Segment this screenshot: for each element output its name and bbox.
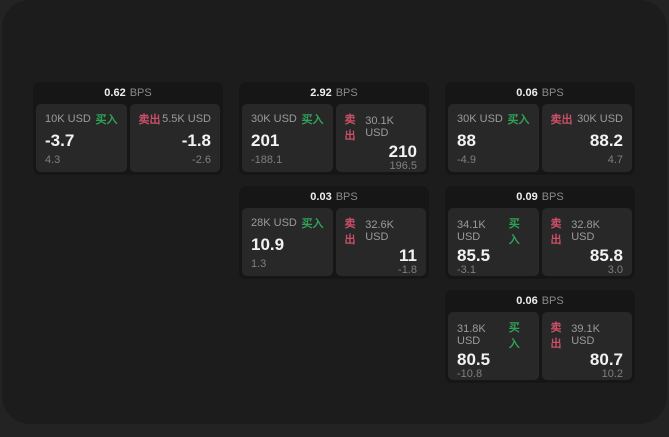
quote-card-3: 0.06 BPS 30K USD 买入 88 -4.9 卖出 30K USD 8… <box>445 82 635 175</box>
card-header: 0.06 BPS <box>448 82 632 104</box>
quote-card-6: 0.06 BPS 31.8K USD 买入 80.5 -10.8 卖出 39.1… <box>445 290 635 383</box>
bps-unit-label: BPS <box>541 295 564 307</box>
buy-delta: -188.1 <box>251 154 283 166</box>
sell-price: 88.2 <box>589 131 623 150</box>
sell-price: 210 <box>388 142 417 161</box>
sell-price: -1.8 <box>181 131 211 150</box>
card-header: 2.92 BPS <box>242 82 426 104</box>
sell-panel[interactable]: 卖出 32.6K USD 11 -1.8 <box>335 208 426 276</box>
sell-delta: -1.8 <box>398 264 417 276</box>
card-header: 0.62 BPS <box>36 82 220 104</box>
bps-unit-label: BPS <box>335 191 358 203</box>
card-header: 0.09 BPS <box>448 186 632 208</box>
sell-panel[interactable]: 卖出 39.1K USD 80.7 10.2 <box>541 312 632 380</box>
sell-side-label: 卖出 <box>550 218 562 246</box>
buy-side-label: 买入 <box>508 218 520 246</box>
buy-amount: 10K USD <box>45 113 91 125</box>
buy-amount: 28K USD <box>251 217 297 229</box>
sell-amount: 30K USD <box>577 113 623 125</box>
sell-panel[interactable]: 卖出 32.8K USD 85.8 3.0 <box>541 208 632 276</box>
sell-price: 80.7 <box>589 350 623 369</box>
bps-unit-label: BPS <box>541 87 564 99</box>
sell-price: 11 <box>399 246 417 265</box>
buy-panel[interactable]: 34.1K USD 买入 85.5 -3.1 <box>448 208 539 276</box>
sell-delta: 4.7 <box>607 154 623 166</box>
quote-card-5: 0.09 BPS 34.1K USD 买入 85.5 -3.1 卖出 32.8K… <box>445 186 635 279</box>
buy-side-label: 买入 <box>508 322 520 350</box>
quote-card-2: 2.92 BPS 30K USD 买入 201 -188.1 卖出 30.1K … <box>239 82 429 175</box>
buy-side-label: 买入 <box>301 114 324 126</box>
buy-amount: 30K USD <box>457 113 503 125</box>
buy-price: -3.7 <box>45 131 75 150</box>
buy-amount: 34.1K USD <box>457 219 486 243</box>
sell-price: 85.8 <box>589 246 623 265</box>
sell-side-label: 卖出 <box>344 218 356 246</box>
buy-price: 10.9 <box>251 235 285 254</box>
buy-panel[interactable]: 28K USD 买入 10.9 1.3 <box>242 208 333 276</box>
buy-delta: -10.8 <box>457 368 483 380</box>
buy-delta: 1.3 <box>251 258 267 270</box>
quotes-page: 0.62 BPS 10K USD 买入 -3.7 4.3 卖出 5.5K USD… <box>2 0 667 424</box>
sell-amount: 39.1K USD <box>571 323 600 347</box>
sell-side-label: 卖出 <box>550 114 573 126</box>
sell-delta: 3.0 <box>607 264 623 276</box>
buy-delta: -3.1 <box>457 264 476 276</box>
buy-panel[interactable]: 30K USD 买入 201 -188.1 <box>242 104 333 172</box>
spread-bps-value: 0.09 <box>516 191 538 203</box>
sell-panel[interactable]: 卖出 30.1K USD 210 196.5 <box>335 104 426 172</box>
buy-delta: -4.9 <box>457 154 476 166</box>
buy-price: 85.5 <box>457 246 491 265</box>
spread-bps-value: 2.92 <box>310 87 332 99</box>
buy-delta: 4.3 <box>45 154 61 166</box>
buy-price: 201 <box>251 131 280 150</box>
sell-side-label: 卖出 <box>344 114 356 142</box>
spread-bps-value: 0.62 <box>104 87 126 99</box>
buy-panel[interactable]: 31.8K USD 买入 80.5 -10.8 <box>448 312 539 380</box>
sell-side-label: 卖出 <box>550 322 562 350</box>
buy-price: 88 <box>457 131 476 150</box>
quote-card-1: 0.62 BPS 10K USD 买入 -3.7 4.3 卖出 5.5K USD… <box>33 82 223 175</box>
buy-amount: 31.8K USD <box>457 323 486 347</box>
buy-panel[interactable]: 10K USD 买入 -3.7 4.3 <box>36 104 127 172</box>
bps-unit-label: BPS <box>129 87 152 99</box>
sell-amount: 5.5K USD <box>162 113 211 125</box>
sell-delta: -2.6 <box>192 154 211 166</box>
buy-side-label: 买入 <box>301 218 324 230</box>
card-header: 0.03 BPS <box>242 186 426 208</box>
spread-bps-value: 0.03 <box>310 191 332 203</box>
sell-amount: 30.1K USD <box>365 115 394 139</box>
spread-bps-value: 0.06 <box>516 87 538 99</box>
sell-panel[interactable]: 卖出 5.5K USD -1.8 -2.6 <box>129 104 220 172</box>
sell-amount: 32.8K USD <box>571 219 600 243</box>
card-header: 0.06 BPS <box>448 290 632 312</box>
sell-panel[interactable]: 卖出 30K USD 88.2 4.7 <box>541 104 632 172</box>
sell-amount: 32.6K USD <box>365 219 394 243</box>
buy-panel[interactable]: 30K USD 买入 88 -4.9 <box>448 104 539 172</box>
bps-unit-label: BPS <box>335 87 358 99</box>
spread-bps-value: 0.06 <box>516 295 538 307</box>
sell-delta: 196.5 <box>389 160 417 172</box>
buy-side-label: 买入 <box>507 114 530 126</box>
buy-amount: 30K USD <box>251 113 297 125</box>
quote-card-4: 0.03 BPS 28K USD 买入 10.9 1.3 卖出 32.6K US… <box>239 186 429 279</box>
sell-side-label: 卖出 <box>138 114 161 126</box>
buy-side-label: 买入 <box>95 114 118 126</box>
bps-unit-label: BPS <box>541 191 564 203</box>
buy-price: 80.5 <box>457 350 491 369</box>
sell-delta: 10.2 <box>601 368 623 380</box>
